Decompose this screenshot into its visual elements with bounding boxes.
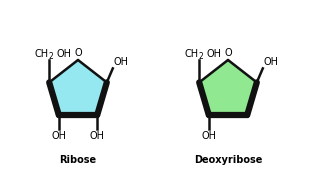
Text: OH: OH [51,131,66,141]
Text: OH: OH [56,49,71,59]
Text: OH: OH [201,131,216,141]
Text: 2: 2 [49,52,53,61]
Text: O: O [224,48,232,57]
Text: OH: OH [90,131,105,141]
Polygon shape [199,60,257,115]
Polygon shape [49,60,107,115]
Text: CH: CH [184,49,198,59]
Text: OH: OH [264,57,279,67]
Text: O: O [74,48,82,57]
Text: OH: OH [206,49,221,59]
Text: CH: CH [34,49,48,59]
Text: OH: OH [114,57,129,67]
Text: Deoxyribose: Deoxyribose [194,155,262,165]
Text: Ribose: Ribose [60,155,97,165]
Text: 2: 2 [199,52,204,61]
